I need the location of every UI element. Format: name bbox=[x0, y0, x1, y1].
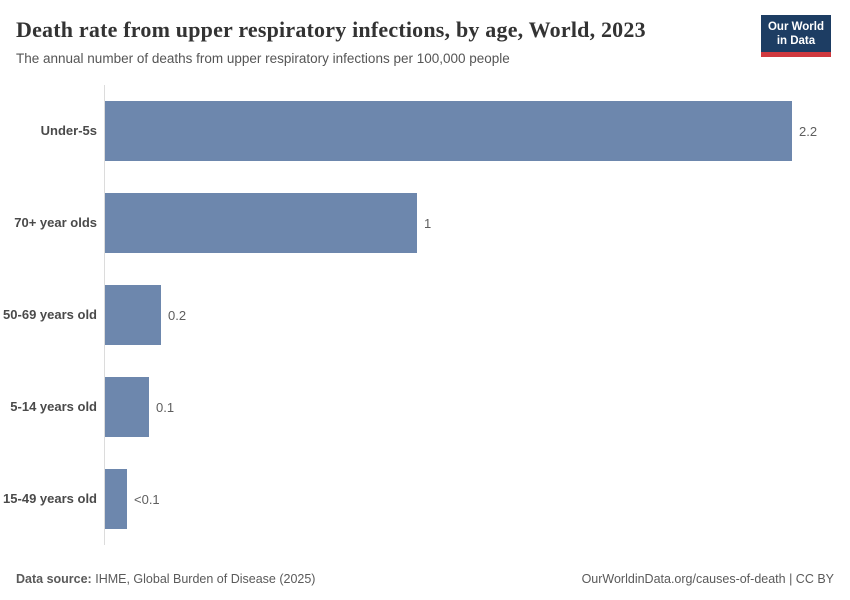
plot-area: 1 bbox=[104, 177, 850, 269]
chart-footer: Data source: IHME, Global Burden of Dise… bbox=[16, 572, 834, 586]
value-label-50-69: 0.2 bbox=[168, 307, 187, 323]
bar-5-14[interactable] bbox=[105, 377, 149, 437]
category-label-15-49: 15-49 years old bbox=[3, 490, 97, 506]
bar-chart: Under-5s 2.2 70+ year olds 1 50-69 years… bbox=[0, 85, 850, 545]
owid-logo[interactable]: Our World in Data bbox=[760, 15, 831, 57]
bar-row: 5-14 years old 0.1 bbox=[0, 361, 850, 453]
data-source-value: IHME, Global Burden of Disease (2025) bbox=[95, 572, 316, 586]
data-source: Data source: IHME, Global Burden of Dise… bbox=[16, 572, 315, 586]
attribution-link[interactable]: OurWorldinData.org/causes-of-death | CC … bbox=[581, 572, 834, 586]
bar-15-49[interactable] bbox=[105, 469, 127, 529]
category-label-70-plus: 70+ year olds bbox=[14, 214, 97, 230]
bar-row: 70+ year olds 1 bbox=[0, 177, 850, 269]
category-label-under-5s: Under-5s bbox=[40, 122, 97, 138]
bar-under-5s[interactable] bbox=[105, 101, 792, 161]
bar-70-plus[interactable] bbox=[105, 193, 417, 253]
bar-row: 50-69 years old 0.2 bbox=[0, 269, 850, 361]
value-label-15-49: <0.1 bbox=[134, 491, 160, 507]
owid-logo-line1: Our World bbox=[767, 21, 824, 33]
bar-row: Under-5s 2.2 bbox=[0, 85, 850, 177]
value-label-70-plus: 1 bbox=[424, 215, 432, 231]
owid-logo-line2: in Data bbox=[776, 35, 816, 48]
value-label-under-5s: 2.2 bbox=[799, 123, 818, 139]
bar-50-69[interactable] bbox=[105, 285, 161, 345]
category-label-50-69: 50-69 years old bbox=[3, 306, 97, 322]
plot-area: 2.2 bbox=[104, 85, 850, 177]
chart-header: Death rate from upper respiratory infect… bbox=[0, 0, 850, 68]
plot-area: 0.1 bbox=[104, 361, 850, 453]
chart-title: Death rate from upper respiratory infect… bbox=[16, 17, 646, 42]
category-label-5-14: 5-14 years old bbox=[10, 398, 97, 414]
plot-area: 0.2 bbox=[104, 269, 850, 361]
chart-subtitle: The annual number of deaths from upper r… bbox=[16, 51, 510, 67]
plot-area: <0.1 bbox=[104, 453, 850, 545]
value-label-5-14: 0.1 bbox=[156, 399, 175, 415]
data-source-label: Data source: bbox=[16, 572, 92, 586]
bar-row: 15-49 years old <0.1 bbox=[0, 453, 850, 545]
